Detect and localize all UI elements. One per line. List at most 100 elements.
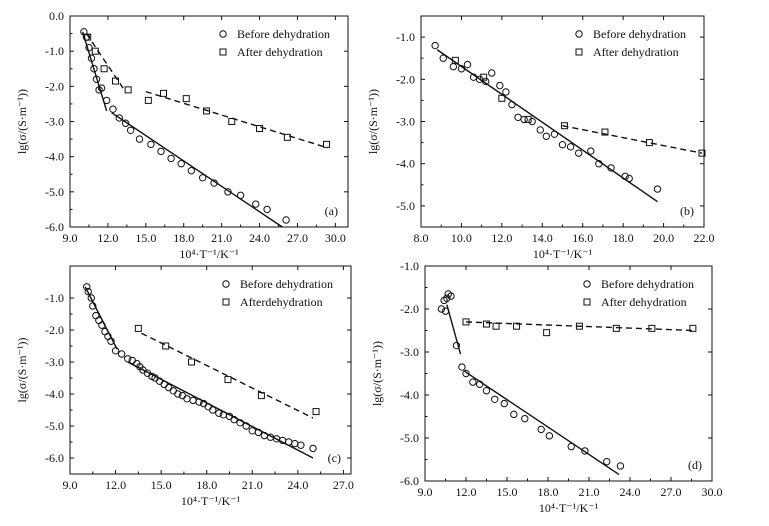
- x-tick-label: 18.0: [196, 478, 217, 492]
- x-axis-label: 10⁴·T⁻¹/K⁻¹: [539, 501, 599, 515]
- after-data-point: [162, 342, 170, 350]
- before-data-point: [87, 54, 96, 62]
- before-data-point: [177, 160, 185, 168]
- before-data-point: [542, 132, 551, 140]
- before-data-point: [528, 117, 536, 126]
- before-data-point: [236, 191, 245, 200]
- before-data-point: [309, 444, 317, 453]
- after-data-point: [84, 33, 92, 41]
- panel-label: (c): [328, 451, 341, 465]
- x-tick-label: 8.0: [414, 231, 429, 245]
- before-data-point: [230, 415, 238, 424]
- before-data-point: [84, 287, 92, 296]
- x-axis-label: 10⁴·T⁻¹/K⁻¹: [181, 494, 241, 508]
- before-data-point: [224, 188, 232, 196]
- y-tick-label: -3.0: [396, 115, 415, 129]
- before-data-point: [621, 172, 629, 181]
- after-fit-line: [562, 125, 703, 154]
- after-data-point: [202, 107, 210, 115]
- before-data-point: [147, 140, 155, 149]
- after-data-point: [498, 94, 506, 102]
- y-tick-label: 0.0: [49, 9, 64, 23]
- y-tick-label: -1.0: [400, 259, 419, 273]
- after-data-point: [648, 324, 656, 332]
- x-tick-label: 18.0: [613, 231, 634, 245]
- x-tick-label: 15.0: [497, 485, 518, 499]
- after-data-point: [144, 96, 152, 104]
- before-data-point: [603, 457, 611, 466]
- y-tick-label: -2.0: [45, 79, 64, 93]
- y-tick-label: -4.0: [45, 150, 64, 164]
- before-data-point: [491, 395, 499, 403]
- after-data-point: [561, 122, 569, 130]
- before-data-point: [616, 462, 625, 470]
- before-data-point: [439, 54, 447, 62]
- before-data-point: [520, 115, 528, 124]
- before-data-point: [482, 387, 491, 395]
- before-data-point: [437, 305, 446, 313]
- x-tick-label: 30.0: [325, 231, 346, 245]
- panel-label: (d): [688, 458, 702, 472]
- before-data-point: [210, 179, 218, 187]
- y-tick-label: -2.0: [45, 323, 64, 337]
- before-data-point: [587, 147, 595, 155]
- panel-label: (b): [680, 204, 694, 218]
- before-data-point: [115, 114, 123, 122]
- legend-entry-label: Before dehydration: [237, 27, 330, 41]
- after-data-point: [100, 65, 108, 73]
- x-tick-label: 18.0: [538, 485, 559, 499]
- x-tick-label: 15.0: [151, 478, 172, 492]
- before-data-point: [89, 302, 97, 310]
- before-data-point: [536, 126, 544, 134]
- after-fit-line: [141, 332, 314, 419]
- before-data-point: [514, 113, 522, 121]
- after-data-point: [462, 318, 470, 326]
- x-tick-label: 15.0: [135, 231, 156, 245]
- before-data-point: [469, 378, 477, 386]
- before-data-point: [242, 422, 250, 430]
- before-data-point: [107, 337, 115, 345]
- x-tick-label: 21.0: [579, 485, 600, 499]
- legend-square-marker: [575, 48, 583, 56]
- before-data-point: [87, 294, 95, 302]
- y-tick-label: -4.0: [45, 387, 64, 401]
- x-axis-label: 10⁴·T⁻¹/K⁻¹: [179, 247, 239, 261]
- x-tick-label: 24.0: [249, 231, 270, 245]
- before-data-point: [263, 205, 271, 214]
- before-data-point: [508, 100, 516, 109]
- before-data-point: [160, 380, 168, 389]
- before-data-point: [85, 43, 93, 52]
- before-data-point: [581, 447, 589, 455]
- y-tick-label: -6.0: [400, 474, 419, 488]
- y-axis-label: lg(σ/(S·m⁻¹)): [15, 89, 29, 154]
- x-tick-label: 22.0: [694, 231, 715, 245]
- after-fit-line: [85, 33, 124, 89]
- before-data-point: [452, 341, 461, 350]
- x-tick-label: 20.0: [653, 231, 674, 245]
- before-data-point: [431, 41, 439, 50]
- before-data-point: [183, 395, 191, 403]
- after-data-point: [256, 125, 264, 133]
- before-data-point: [481, 77, 490, 86]
- y-axis-label: lg(σ/(S·m⁻¹)): [15, 337, 29, 402]
- before-data-point: [204, 403, 212, 411]
- after-data-point: [612, 324, 620, 332]
- x-tick-label: 30.0: [702, 485, 723, 499]
- before-data-point: [567, 442, 575, 451]
- y-tick-label: -5.0: [396, 199, 415, 213]
- after-fit-line: [465, 321, 693, 332]
- x-tick-label: 12.0: [456, 485, 477, 499]
- after-data-point: [698, 149, 706, 157]
- before-data-point: [248, 427, 256, 435]
- panel-a: 9.0 12.0 15.0 18.0 21.0 24.0 27.0 30.0 0.0 -1.0 -2…: [15, 9, 349, 261]
- before-data-point: [441, 307, 450, 315]
- before-fit-line: [436, 49, 658, 203]
- after-data-point: [257, 392, 265, 400]
- after-data-point: [312, 408, 320, 416]
- y-tick-label: -5.0: [45, 185, 64, 199]
- before-data-point: [297, 441, 305, 449]
- legend-circle-marker: [575, 30, 583, 38]
- before-data-point: [102, 96, 111, 105]
- x-tick-label: 24.0: [287, 478, 308, 492]
- legend-square-marker: [222, 298, 230, 306]
